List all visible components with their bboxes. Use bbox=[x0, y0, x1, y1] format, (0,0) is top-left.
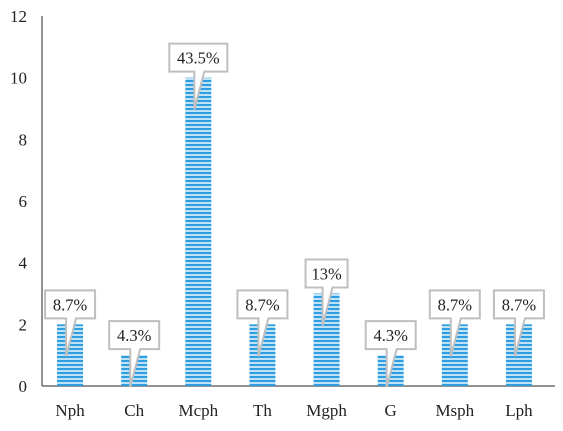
data-label-callout bbox=[108, 320, 161, 388]
data-label: 43.5% bbox=[177, 49, 220, 68]
data-label: 8.7% bbox=[53, 295, 88, 314]
data-label: 4.3% bbox=[374, 326, 409, 345]
y-tick-label: 10 bbox=[10, 69, 27, 88]
y-tick-label: 6 bbox=[19, 192, 28, 211]
data-label-callout bbox=[304, 258, 349, 326]
category-label: Ch bbox=[124, 401, 144, 420]
data-labels: 8.7% 4.3% 43.5% 8.7% 13% 4.3% 8.7% 8.7% bbox=[44, 42, 545, 388]
data-label: 8.7% bbox=[438, 295, 473, 314]
category-label: Mcph bbox=[178, 401, 218, 420]
y-tick-label: 12 bbox=[10, 7, 27, 26]
data-label: 13% bbox=[311, 265, 342, 284]
category-label: Msph bbox=[435, 401, 474, 420]
category-label: Nph bbox=[55, 401, 85, 420]
y-tick-label: 4 bbox=[19, 254, 28, 273]
bars bbox=[57, 77, 532, 387]
category-label: G bbox=[385, 401, 397, 420]
y-tick-label: 8 bbox=[19, 130, 28, 149]
data-label: 4.3% bbox=[117, 326, 152, 345]
data-label-callout bbox=[428, 289, 481, 357]
bar-mcph bbox=[185, 77, 212, 387]
category-label: Th bbox=[253, 401, 272, 420]
y-tick-label: 0 bbox=[19, 377, 28, 396]
data-label-callout bbox=[44, 289, 97, 357]
data-label: 8.7% bbox=[245, 295, 280, 314]
data-label-callout bbox=[236, 289, 289, 357]
data-label-callout bbox=[364, 320, 417, 388]
category-label: Mgph bbox=[306, 401, 347, 420]
category-label: Lph bbox=[505, 401, 533, 420]
y-tick-label: 2 bbox=[19, 315, 28, 334]
data-label: 8.7% bbox=[502, 295, 537, 314]
data-label-callout bbox=[492, 289, 545, 357]
y-tick-labels: 0 2 4 6 8 10 12 bbox=[10, 7, 28, 396]
category-labels: Nph Ch Mcph Th Mgph G Msph Lph bbox=[55, 401, 533, 420]
data-label-callout bbox=[168, 42, 229, 110]
